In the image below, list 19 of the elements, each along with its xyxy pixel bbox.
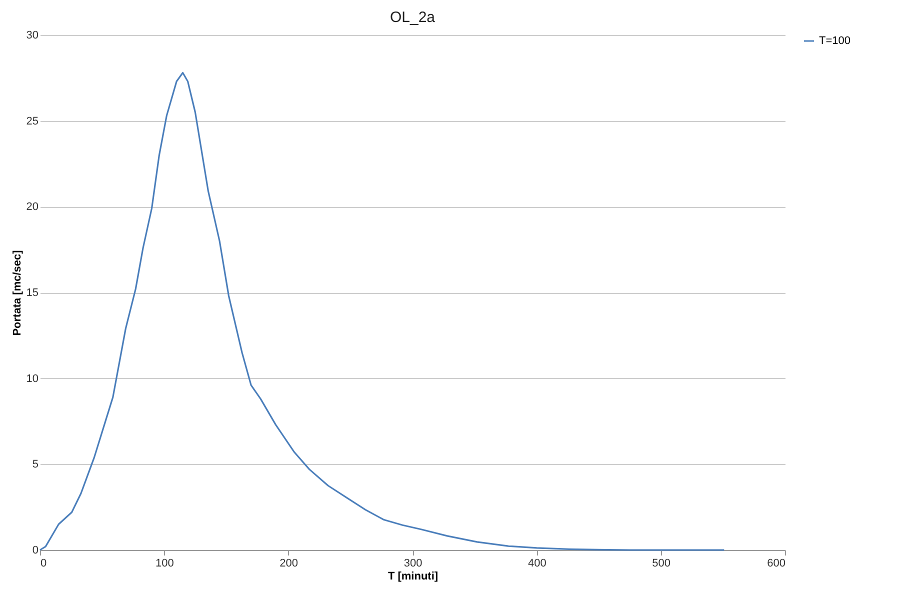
y-tick-label: 25: [26, 115, 38, 128]
legend-label: T=100: [819, 35, 850, 47]
x-tick-label: 600: [767, 558, 786, 570]
x-tick-label: 500: [652, 558, 671, 570]
y-axis-title: Portata [mc/sec]: [11, 250, 24, 336]
x-tick-label: 400: [528, 558, 546, 570]
y-tick-label: 20: [26, 201, 38, 214]
line-series: [39, 72, 725, 551]
x-tick-label: 100: [155, 558, 174, 570]
y-tick-label: 10: [26, 372, 38, 385]
x-tick-label: 0: [40, 558, 47, 570]
y-tick-label: 0: [32, 544, 38, 556]
y-tick-label: 30: [26, 30, 38, 42]
x-tick-label: 300: [404, 558, 422, 570]
y-tick-label: 15: [26, 287, 38, 299]
x-tick-label: 200: [280, 558, 298, 570]
chart-title: OL_2a: [390, 9, 436, 26]
x-axis-title: T [minuti]: [388, 570, 438, 582]
y-tick-label: 5: [32, 458, 38, 471]
